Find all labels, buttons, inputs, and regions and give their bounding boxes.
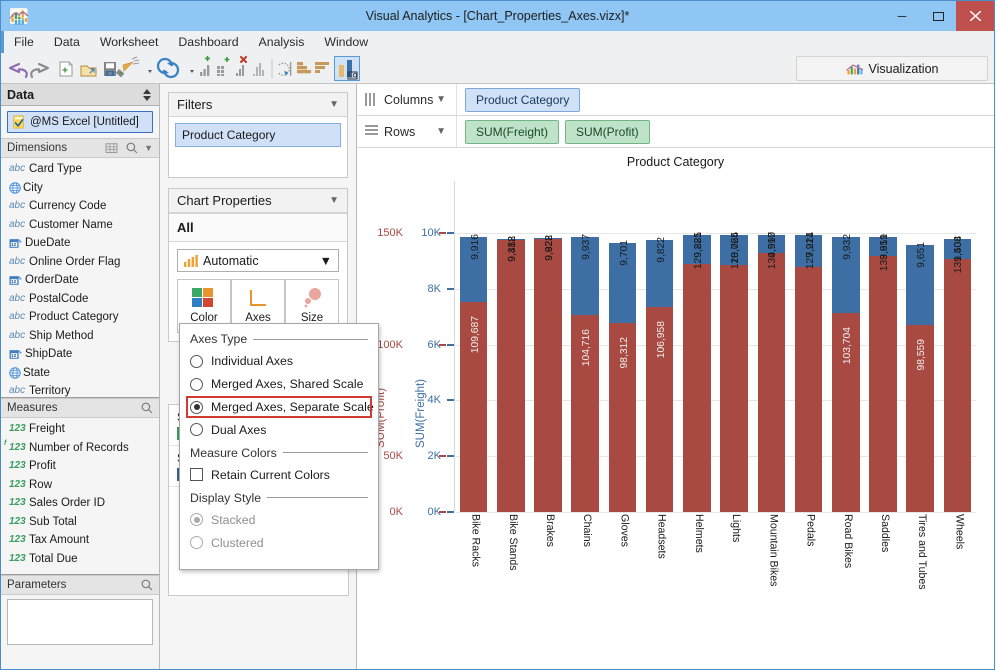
svg-text:LO: LO xyxy=(349,74,358,80)
svg-text:12: 12 xyxy=(11,279,17,284)
svg-text:12: 12 xyxy=(11,353,17,358)
svg-text:12: 12 xyxy=(11,242,17,247)
